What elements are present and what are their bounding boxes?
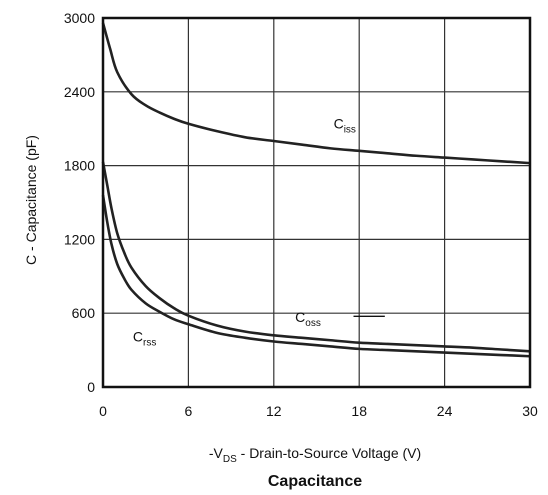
x-tick-labels: 0 6 12 18 24 30 [99, 403, 538, 419]
series-label-ciss: Ciss [334, 116, 356, 136]
x-axis-label-subscript: DS [223, 454, 237, 465]
y-tick-label: 600 [72, 305, 96, 321]
y-tick-label: 2400 [64, 84, 95, 100]
x-tick-label: 30 [522, 403, 538, 419]
series-line-crss [101, 194, 531, 358]
x-tick-label: 24 [437, 403, 453, 419]
y-axis-label: C - Capacitance (pF) [23, 135, 39, 265]
x-axis-label-suffix: - Drain-to-Source Voltage (V) [237, 445, 421, 461]
series-line-ciss [101, 22, 531, 165]
x-tick-label: 18 [351, 403, 367, 419]
plot-frame [101, 16, 532, 389]
y-tick-label: 3000 [64, 10, 95, 26]
series-label-crss: Crss [133, 328, 156, 348]
x-tick-label: 6 [185, 403, 193, 419]
series-labels: Ciss Coss Crss [133, 116, 385, 348]
series-label-coss: Coss [295, 309, 321, 329]
x-axis-label: -VDS - Drain-to-Source Voltage (V) [209, 445, 421, 465]
series-line-coss [101, 161, 531, 353]
y-tick-label: 1800 [64, 158, 95, 174]
y-tick-labels: 0 600 1200 1800 2400 3000 [64, 10, 95, 395]
series-layer [101, 22, 531, 358]
x-tick-label: 12 [266, 403, 282, 419]
x-axis-label-prefix: -V [209, 445, 224, 461]
y-tick-label: 0 [87, 379, 95, 395]
chart-caption: Capacitance [268, 473, 362, 490]
y-tick-label: 1200 [64, 231, 95, 247]
x-tick-label: 0 [99, 403, 107, 419]
grid [103, 18, 530, 387]
